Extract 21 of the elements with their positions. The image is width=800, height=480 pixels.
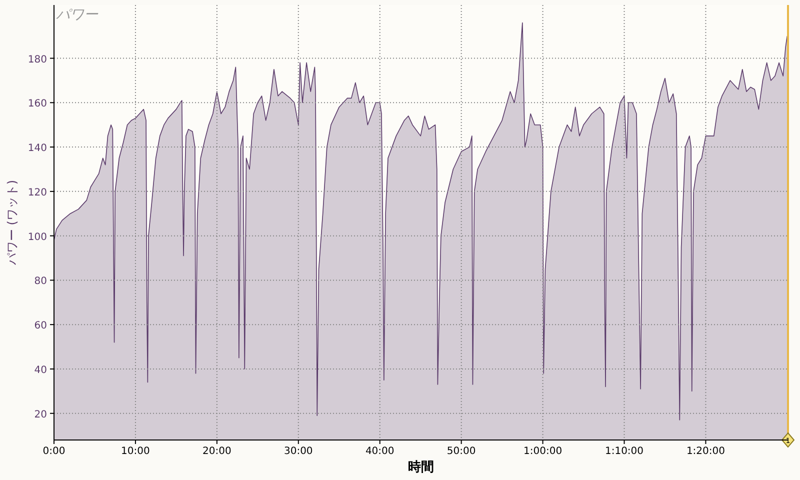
x-axis-title: 時間 (408, 460, 434, 475)
y-tick-label: 20 (34, 409, 47, 420)
x-tick-label: 50:00 (446, 446, 476, 457)
chart-title: パワー (56, 7, 99, 23)
x-tick-label: 1:00:00 (524, 446, 562, 457)
y-tick-label: 140 (28, 143, 47, 154)
y-tick-label: 60 (34, 320, 47, 332)
y-tick-label: 120 (28, 187, 47, 198)
x-tick-label: 0:00 (42, 446, 66, 457)
x-tick-label: 20:00 (202, 446, 232, 457)
y-tick-label: 80 (34, 276, 47, 288)
x-tick-label: 1:10:00 (604, 446, 644, 457)
y-tick-label: 100 (28, 232, 47, 243)
x-tick-label: 40:00 (365, 446, 394, 457)
y-axis-title: パワー (ワット) (5, 180, 19, 266)
x-tick-label: 10:00 (121, 446, 150, 457)
y-tick-label: 40 (34, 364, 47, 376)
y-tick-label: 180 (28, 54, 47, 66)
y-tick-label: 160 (28, 98, 47, 110)
x-tick-label: 30:00 (284, 446, 313, 457)
x-tick-label: 1:20:00 (686, 446, 725, 457)
